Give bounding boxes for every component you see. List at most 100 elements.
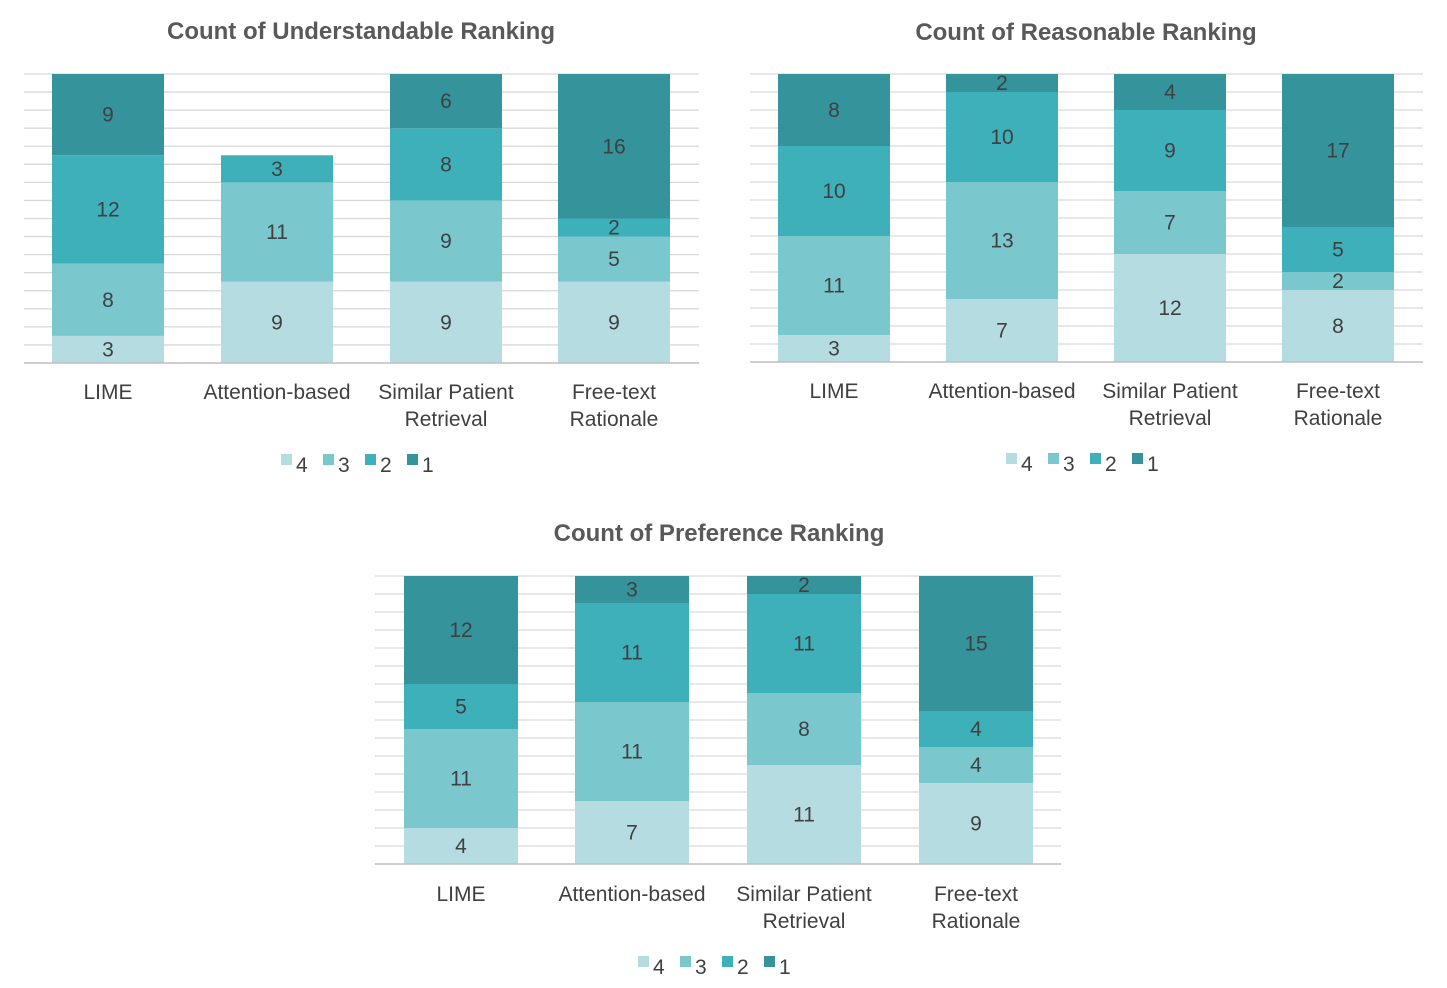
legend-swatch	[1006, 453, 1017, 464]
legend-swatch	[1090, 453, 1101, 464]
legend-swatch	[365, 454, 376, 465]
bar-segment-rank-1	[52, 74, 164, 156]
bar-segment-rank-2	[946, 92, 1058, 182]
data-label: 11	[793, 633, 815, 656]
legend-label: 3	[338, 454, 350, 477]
data-label: 15	[964, 633, 987, 656]
legend-swatch	[407, 454, 418, 465]
data-label: 3	[828, 338, 840, 361]
bar-segment-rank-4	[747, 765, 861, 864]
legend-label: 1	[422, 454, 434, 477]
data-label: 4	[970, 718, 982, 741]
legend-label: 3	[695, 956, 707, 979]
legend-swatch	[281, 454, 292, 465]
data-label: 12	[1158, 297, 1181, 320]
data-label: 11	[450, 768, 472, 791]
data-label: 3	[626, 579, 638, 602]
data-label: 9	[102, 104, 114, 127]
data-label: 12	[96, 198, 119, 221]
bar-segment-rank-1	[558, 74, 670, 219]
legend-swatch	[722, 956, 733, 967]
bar-segment-rank-2	[1114, 110, 1226, 191]
legend-label: 1	[779, 956, 791, 979]
bar-segment-rank-2	[390, 128, 502, 201]
data-label: 9	[1164, 140, 1176, 163]
x-tick-label: Similar Patient	[736, 883, 872, 906]
bar-segment-rank-4	[52, 335, 164, 363]
bar-segment-rank-2	[919, 711, 1033, 747]
bar-segment-rank-4	[1114, 254, 1226, 362]
bar-segment-rank-2	[1282, 227, 1394, 272]
legend-swatch	[764, 956, 775, 967]
x-tick-label: LIME	[83, 381, 132, 404]
x-tick-label: Similar Patient	[378, 381, 514, 404]
legend-swatch	[323, 454, 334, 465]
data-label: 8	[1332, 315, 1344, 338]
bar-segment-rank-3	[919, 747, 1033, 783]
x-tick-label: Free-text	[1296, 380, 1380, 403]
data-label: 9	[440, 311, 452, 334]
legend-swatch	[1132, 453, 1143, 464]
data-label: 4	[970, 754, 982, 777]
data-label: 11	[621, 642, 643, 665]
data-label: 12	[449, 619, 472, 642]
legend: 4 3 2 1	[1006, 453, 1159, 476]
data-label: 5	[455, 696, 467, 719]
legend-label: 4	[296, 454, 308, 477]
bar-segment-rank-3	[1282, 272, 1394, 290]
bar-segment-rank-4	[404, 828, 518, 864]
data-label: 2	[996, 72, 1008, 95]
legend-label: 2	[1105, 453, 1117, 476]
bar-segment-rank-1	[404, 576, 518, 684]
bar-segment-rank-2	[558, 218, 670, 237]
bar-segment-rank-4	[575, 801, 689, 864]
data-label: 9	[608, 311, 620, 334]
bar-segment-rank-1	[919, 576, 1033, 711]
data-label: 4	[1164, 81, 1176, 104]
legend: 4 3 2 1	[638, 956, 791, 979]
x-tick-label: Rationale	[932, 910, 1021, 933]
legend-swatch	[638, 956, 649, 967]
bar-segment-rank-3	[778, 236, 890, 335]
x-tick-label: Free-text	[572, 381, 656, 404]
data-label: 3	[271, 158, 283, 181]
chart-title: Count of Reasonable Ranking	[915, 19, 1256, 46]
data-label: 3	[102, 338, 114, 361]
data-label: 7	[626, 822, 638, 845]
x-tick-label: Retrieval	[763, 910, 846, 933]
bar-segment-rank-2	[575, 603, 689, 702]
data-label: 16	[602, 135, 625, 158]
bar-segment-rank-4	[778, 335, 890, 362]
legend-label: 4	[653, 956, 665, 979]
chart-title: Count of Preference Ranking	[554, 520, 885, 547]
data-label: 6	[440, 90, 452, 113]
bar-segment-rank-3	[747, 693, 861, 765]
data-label: 7	[996, 320, 1008, 343]
data-label: 7	[1164, 212, 1176, 235]
x-tick-label: Retrieval	[1129, 407, 1212, 430]
legend-label: 2	[737, 956, 749, 979]
data-label: 9	[271, 311, 283, 334]
data-label: 11	[823, 275, 845, 298]
data-label: 9	[970, 813, 982, 836]
bar-segment-rank-3	[404, 729, 518, 828]
chart-panel-3: Count of Preference Ranking4115127111131…	[375, 520, 1061, 979]
x-tick-label: Attention-based	[558, 883, 705, 906]
legend-swatch	[680, 956, 691, 967]
bar-segment-rank-4	[221, 281, 333, 363]
bar-segment-rank-4	[558, 281, 670, 363]
bar-segment-rank-3	[558, 236, 670, 282]
x-tick-label: Attention-based	[203, 381, 350, 404]
data-label: 2	[798, 574, 810, 597]
data-label: 8	[828, 99, 840, 122]
bar-segment-rank-4	[1282, 290, 1394, 362]
bar-segment-rank-2	[221, 155, 333, 183]
legend-label: 3	[1063, 453, 1075, 476]
bar-segment-rank-2	[747, 594, 861, 693]
chart-panel-2: Count of Reasonable Ranking3111087131021…	[750, 19, 1423, 476]
bar-segment-rank-2	[52, 155, 164, 264]
chart-panel-1: Count of Understandable Ranking381299113…	[24, 18, 699, 477]
bar-segment-rank-4	[919, 783, 1033, 864]
bar-segment-rank-1	[1282, 74, 1394, 227]
bar-segment-rank-3	[946, 182, 1058, 299]
